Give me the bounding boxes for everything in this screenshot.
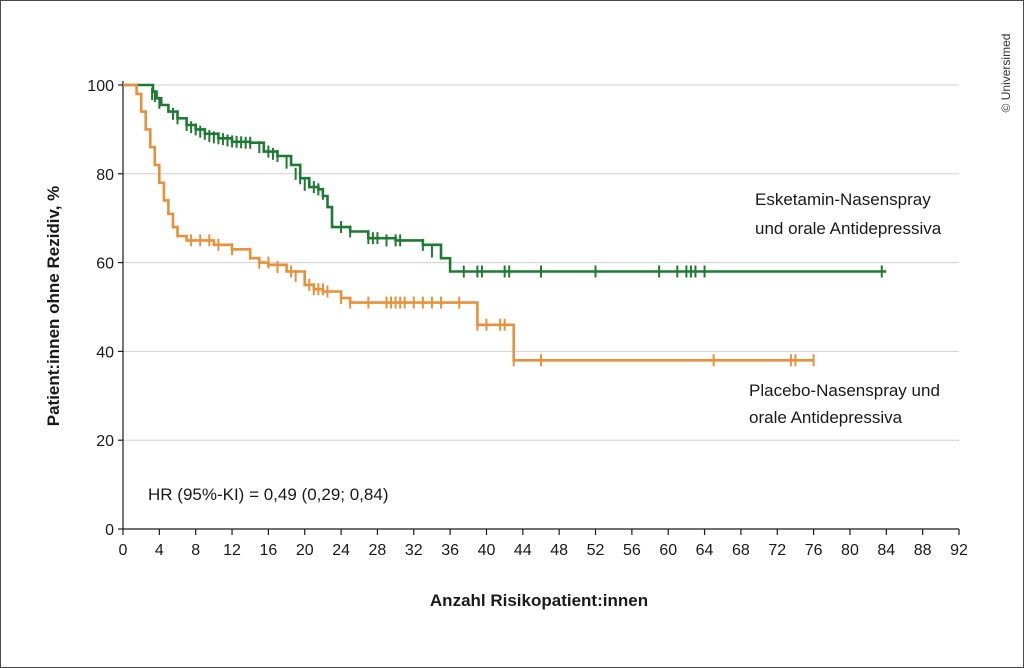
x-tick-label: 80 (841, 542, 859, 559)
x-tick-label: 84 (877, 542, 895, 559)
x-tick-label: 28 (369, 542, 387, 559)
x-tick-label: 24 (332, 542, 350, 559)
placebo-label-line2: orale Antidepressiva (749, 408, 903, 427)
x-tick-label: 12 (223, 542, 241, 559)
x-tick-label: 8 (191, 542, 200, 559)
copyright-notice: © Universimed (999, 34, 1013, 113)
y-tick-label: 20 (96, 433, 114, 450)
x-tick-label: 0 (119, 542, 128, 559)
placebo-curve (123, 83, 814, 362)
x-tick-label: 16 (259, 542, 277, 559)
x-tick-label: 76 (805, 542, 823, 559)
esketamin-label-line2: und orale Antidepressiva (755, 219, 942, 238)
x-tick-label: 36 (441, 542, 459, 559)
x-tick-label: 44 (514, 542, 532, 559)
x-tick-label: 64 (696, 542, 714, 559)
x-tick-label: 60 (659, 542, 677, 559)
esketamin-series (123, 83, 887, 278)
x-tick-label: 48 (550, 542, 568, 559)
esketamin-curve (123, 83, 887, 273)
x-tick-label: 20 (296, 542, 314, 559)
hazard-ratio-annotation: HR (95%-KI) = 0,49 (0,29; 0,84) (148, 485, 388, 504)
y-axis-title: Patient:innen ohne Rezidiv, % (44, 186, 63, 427)
survival-curves (123, 83, 887, 367)
y-tick-label: 60 (96, 256, 114, 273)
x-ticks: 0 4 8 12 16 20 24 28 32 36 40 44 48 52 56 60 64 68 72 76 80 8… (119, 529, 968, 559)
esketamin-label-line1: Esketamin-Nasenspray (755, 190, 931, 209)
placebo-series (123, 83, 815, 367)
placebo-label-line1: Placebo-Nasenspray und (749, 381, 940, 400)
x-tick-label: 68 (732, 542, 750, 559)
y-tick-label: 40 (96, 344, 114, 361)
x-tick-label: 32 (405, 542, 423, 559)
y-tick-label: 0 (105, 522, 114, 539)
y-tick-label: 100 (87, 78, 114, 95)
y-ticks: 0 20 40 60 80 100 (87, 78, 123, 539)
x-axis-title: Anzahl Risikopatient:innen (430, 591, 648, 610)
x-tick-label: 52 (587, 542, 605, 559)
x-tick-label: 72 (768, 542, 786, 559)
y-tick-label: 80 (96, 167, 114, 184)
x-tick-label: 4 (155, 542, 164, 559)
x-tick-label: 40 (478, 542, 496, 559)
axes (122, 81, 959, 530)
x-tick-label: 88 (914, 542, 932, 559)
x-tick-label: 56 (623, 542, 641, 559)
x-tick-label: 92 (950, 542, 968, 559)
